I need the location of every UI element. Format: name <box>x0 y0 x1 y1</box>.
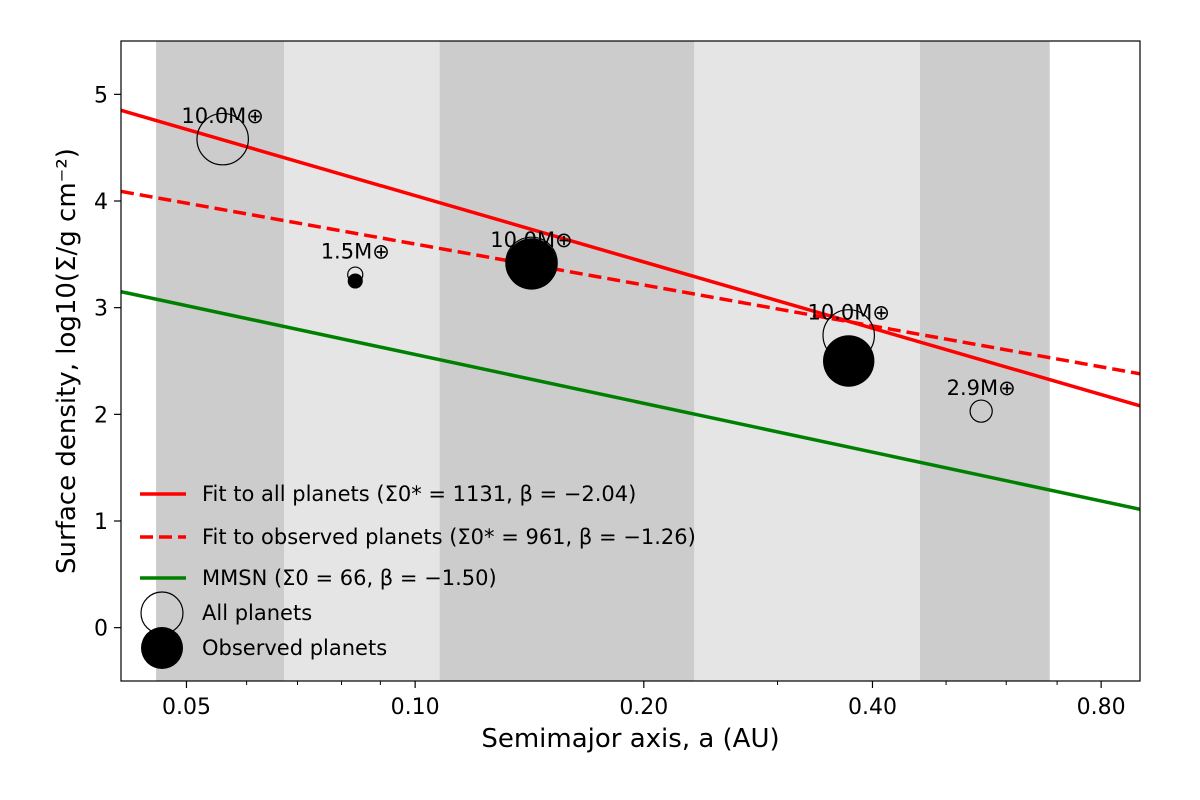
x-axis-label: Semimajor axis, a (AU) <box>481 724 779 754</box>
band-2 <box>284 41 440 681</box>
planet-markers <box>196 112 993 423</box>
x-tick-label: 0.10 <box>391 695 440 720</box>
all-planet-marker-5 <box>969 399 993 423</box>
line-mmsn <box>121 289 1140 511</box>
x-tick-label: 0.40 <box>848 695 897 720</box>
legend-swatch-observed-planets <box>141 627 183 669</box>
legend-entry-label: MMSN (Σ0 = 66, β = −1.50) <box>202 566 497 590</box>
fit-lines <box>121 108 1140 511</box>
band-4 <box>694 41 920 681</box>
band-3 <box>439 41 695 681</box>
planet-mass-labels: 10.0M⊕ 1.5M⊕ 10.0M⊕ 10.0M⊕ 2.9M⊕ <box>181 104 1015 400</box>
line-fit-all <box>121 108 1140 408</box>
legend-entry-label: All planets <box>202 601 312 625</box>
plot-frame <box>120 40 1141 682</box>
planet-mass-label-5: 2.9M⊕ <box>947 376 1016 400</box>
y-tick-label: 0 <box>94 617 108 642</box>
x-tick-label: 0.80 <box>1077 695 1126 720</box>
legend-entry-label: Observed planets <box>202 636 387 660</box>
y-tick-label: 1 <box>94 510 108 535</box>
x-axis-ticks: 0.05 0.10 0.20 0.40 0.80 <box>162 681 1126 720</box>
x-tick-label: 0.05 <box>162 695 211 720</box>
observed-planet-marker-2 <box>505 238 558 290</box>
planet-mass-label-3: 10.0M⊕ <box>490 228 572 252</box>
legend: Fit to all planets (Σ0* = 1131, β = −2.0… <box>140 482 696 669</box>
planet-mass-label-4: 10.0M⊕ <box>807 300 889 324</box>
planet-mass-label-1: 10.0M⊕ <box>181 104 263 128</box>
line-fit-observed <box>121 189 1140 376</box>
y-tick-label: 5 <box>94 83 108 108</box>
observed-planet-marker-3 <box>823 335 875 387</box>
y-axis-label: Surface density, log10(Σ/g cm⁻²) <box>52 148 82 574</box>
legend-entry-label: Fit to all planets (Σ0* = 1131, β = −2.0… <box>202 482 636 506</box>
planet-mass-label-2: 1.5M⊕ <box>321 240 390 264</box>
observed-planet-marker-1 <box>347 273 363 289</box>
legend-entry-label: Fit to observed planets (Σ0* = 961, β = … <box>202 525 696 549</box>
all-planet-marker-1 <box>196 112 249 166</box>
y-tick-label: 3 <box>94 297 108 322</box>
band-1 <box>156 41 285 681</box>
y-axis-ticks: 0 1 2 3 4 5 <box>94 83 121 642</box>
y-tick-label: 2 <box>94 403 108 428</box>
y-tick-label: 4 <box>94 190 108 215</box>
x-tick-label: 0.20 <box>619 695 668 720</box>
